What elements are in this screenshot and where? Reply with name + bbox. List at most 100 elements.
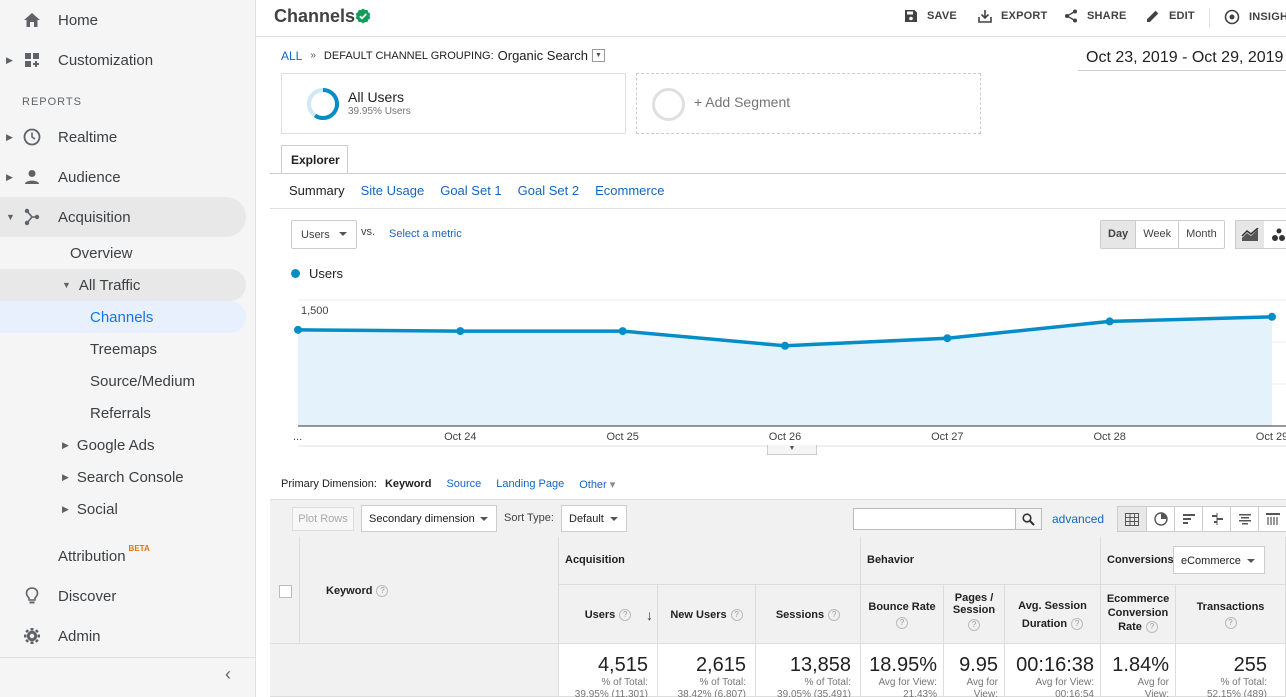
- subtab-goal-set-2[interactable]: Goal Set 2: [517, 183, 580, 198]
- help-icon[interactable]: ?: [828, 609, 841, 622]
- nav-customization[interactable]: ▶ Customization: [0, 40, 256, 80]
- motion-chart-button[interactable]: [1264, 221, 1286, 248]
- tab-explorer[interactable]: Explorer: [281, 145, 348, 174]
- help-icon[interactable]: ?: [896, 617, 908, 630]
- nav-treemaps[interactable]: Treemaps: [90, 340, 157, 358]
- date-range-picker[interactable]: Oct 23, 2019 - Oct 29, 2019: [1078, 45, 1286, 71]
- select-all-checkbox[interactable]: [279, 585, 292, 598]
- nav-attribution-label: Attribution BETA: [58, 544, 150, 565]
- nav-social[interactable]: ▶ Social: [62, 493, 118, 525]
- nav-home[interactable]: Home: [0, 0, 256, 40]
- nav-acquisition[interactable]: ▼ Acquisition: [0, 197, 246, 237]
- dimension-keyword[interactable]: Keyword: [384, 478, 432, 490]
- nav-audience[interactable]: ▶ Audience: [0, 157, 256, 197]
- metric-select[interactable]: Users: [291, 220, 357, 249]
- insights-label: INSIGHTS: [1249, 11, 1286, 23]
- nav-google-ads[interactable]: ▶ Google Ads: [62, 429, 154, 461]
- help-icon[interactable]: ?: [1224, 617, 1237, 630]
- total-users-sub: % of Total:: [601, 677, 648, 688]
- chart-divider: [270, 208, 1286, 209]
- granularity-week-button[interactable]: Week: [1135, 221, 1178, 248]
- breadcrumb-all-link[interactable]: ALL: [281, 48, 303, 63]
- select-compare-metric-link[interactable]: Select a metric: [389, 228, 462, 240]
- view-performance-button[interactable]: [1174, 507, 1202, 531]
- grid-icon: [1125, 512, 1139, 526]
- help-icon[interactable]: ?: [1145, 621, 1158, 634]
- data-point: [781, 341, 789, 350]
- page-title: Channels: [274, 6, 356, 26]
- table-search-button[interactable]: [1015, 508, 1042, 530]
- subtab-site-usage[interactable]: Site Usage: [360, 183, 425, 198]
- collapse-sidebar-chevron-icon[interactable]: ‹: [225, 664, 231, 684]
- nav-all-traffic[interactable]: ▼ All Traffic: [0, 269, 246, 301]
- subtab-summary[interactable]: Summary: [289, 183, 345, 198]
- subtab-ecommerce[interactable]: Ecommerce: [595, 183, 665, 198]
- avg-session-duration-column-header[interactable]: Avg. Session Duration?: [1005, 585, 1101, 644]
- line-chart-button[interactable]: [1236, 221, 1264, 248]
- export-download-icon: [978, 10, 992, 23]
- secondary-dimension-select[interactable]: Secondary dimension: [361, 505, 497, 532]
- add-segment-button[interactable]: + Add Segment: [636, 73, 981, 134]
- transactions-header-text: Transactions: [1196, 601, 1265, 613]
- conversion-type-select[interactable]: eCommerce: [1173, 546, 1265, 574]
- nav-discover[interactable]: Discover: [0, 576, 256, 616]
- total-ecomm-rate-sub2: View:: [1144, 689, 1169, 697]
- sessions-column-header[interactable]: Sessions?: [756, 585, 861, 644]
- help-icon[interactable]: ?: [619, 609, 632, 622]
- total-new-users: 2,615: [695, 654, 746, 676]
- breadcrumb-dropdown-icon[interactable]: ▼: [591, 49, 605, 62]
- segment-all-users[interactable]: All Users 39.95% Users: [281, 73, 626, 134]
- total-sessions-cell: 13,858 % of Total: 39.05% (35,491): [756, 644, 861, 697]
- save-button[interactable]: SAVE: [904, 9, 957, 23]
- nav-source-medium[interactable]: Source/Medium: [90, 372, 196, 390]
- nav-overview[interactable]: Overview: [70, 244, 133, 262]
- nav-channels[interactable]: Channels: [0, 301, 246, 333]
- help-icon[interactable]: ?: [730, 609, 743, 622]
- table-search-input[interactable]: [853, 508, 1017, 530]
- chart-resize-handle[interactable]: ▼: [767, 445, 817, 455]
- keyword-column-header[interactable]: Keyword?: [300, 537, 559, 644]
- granularity-day-button[interactable]: Day: [1101, 221, 1136, 248]
- plot-rows-button[interactable]: Plot Rows: [292, 507, 354, 531]
- sort-descending-arrow-icon: ↓: [646, 607, 653, 623]
- dimension-other-dropdown[interactable]: Other: [579, 478, 615, 491]
- view-term-cloud-button[interactable]: [1230, 507, 1258, 531]
- pages-session-column-header[interactable]: Pages / Session?: [944, 585, 1005, 644]
- edit-button[interactable]: EDIT: [1146, 9, 1195, 23]
- nav-admin[interactable]: Admin: [0, 616, 256, 656]
- transactions-column-header[interactable]: Transactions?: [1176, 585, 1286, 644]
- help-icon[interactable]: ?: [968, 619, 980, 631]
- nav-referrals[interactable]: Referrals: [90, 404, 151, 422]
- advanced-filter-link[interactable]: advanced: [1052, 512, 1105, 526]
- nav-realtime[interactable]: ▶ Realtime: [0, 117, 256, 157]
- total-pages-session: 9.95: [959, 654, 998, 676]
- gear-icon: [22, 626, 42, 646]
- help-icon[interactable]: ?: [1071, 618, 1084, 631]
- nav-attribution[interactable]: Attribution BETA: [0, 536, 256, 576]
- view-pie-button[interactable]: [1146, 507, 1174, 531]
- dimension-landing-page-link[interactable]: Landing Page: [496, 478, 565, 490]
- share-button[interactable]: SHARE: [1064, 9, 1127, 23]
- dropdown-arrow-icon: [1247, 559, 1255, 563]
- total-avg-duration-sub2: 00:16:54: [1055, 689, 1094, 697]
- bounce-rate-column-header[interactable]: Bounce Rate?: [861, 585, 944, 644]
- keyword-header-text: Keyword: [326, 585, 373, 597]
- sort-type-select[interactable]: Default: [561, 505, 627, 532]
- users-column-header[interactable]: Users? ↓: [559, 585, 658, 644]
- view-comparison-button[interactable]: [1202, 507, 1230, 531]
- granularity-month-button[interactable]: Month: [1178, 221, 1224, 248]
- nav-search-console[interactable]: ▶ Search Console: [62, 461, 184, 493]
- sessions-header-text: Sessions: [775, 609, 825, 621]
- avg-duration-header-text: Avg. Session Duration: [1018, 600, 1087, 630]
- new-users-column-header[interactable]: New Users?: [658, 585, 756, 644]
- help-icon[interactable]: ?: [376, 585, 389, 598]
- view-data-table-button[interactable]: [1118, 507, 1146, 531]
- segment-name: All Users: [348, 89, 405, 105]
- dimension-source-link[interactable]: Source: [446, 478, 482, 490]
- subtab-goal-set-1[interactable]: Goal Set 1: [440, 183, 502, 198]
- export-button[interactable]: EXPORT: [978, 9, 1047, 23]
- y-tick-label: 1,500: [301, 305, 329, 317]
- view-pivot-button[interactable]: [1258, 507, 1286, 531]
- insights-button[interactable]: INSIGHTS: [1224, 9, 1286, 25]
- ecommerce-conversion-rate-column-header[interactable]: Ecommerce Conversion Rate?: [1101, 585, 1176, 644]
